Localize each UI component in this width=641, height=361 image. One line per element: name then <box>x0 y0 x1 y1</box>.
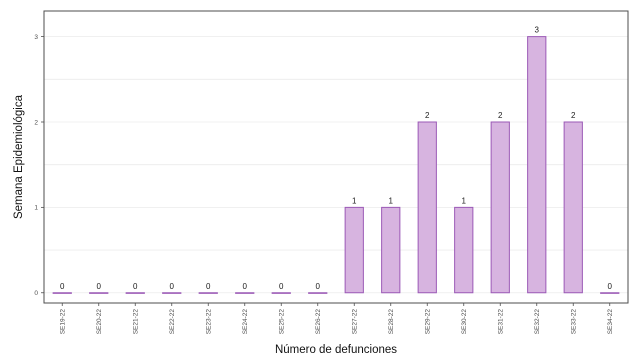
x-tick-label: SE19-22 <box>60 309 67 335</box>
data-label: 1 <box>352 196 357 205</box>
x-tick-label: SE26-22 <box>315 309 322 335</box>
y-axis-ticks: 0 1 2 3 <box>34 34 44 297</box>
y-tick-label: 1 <box>34 205 38 212</box>
x-tick-label: SE25-22 <box>279 309 286 335</box>
x-tick-label: SE20-22 <box>96 309 103 335</box>
x-axis-ticks: SE19-22 SE20-22 SE21-22 SE22-22 SE23-22 SE24-… <box>60 303 614 335</box>
data-label: 0 <box>243 282 248 291</box>
data-label: 3 <box>535 26 540 35</box>
bar-se25-22 <box>271 292 291 294</box>
bar-se24-22 <box>235 292 255 294</box>
data-label: 0 <box>170 282 175 291</box>
x-tick-label: SE23-22 <box>206 309 213 335</box>
data-label: 1 <box>462 196 467 205</box>
x-axis-title: Número de defunciones <box>275 344 397 356</box>
x-tick-label: SE21-22 <box>133 309 140 335</box>
x-tick-label: SE32-22 <box>534 309 541 335</box>
data-label: 0 <box>316 282 321 291</box>
x-tick-label: SE28-22 <box>388 309 395 335</box>
data-labels: 0 0 0 0 0 0 0 0 1 1 2 1 2 3 2 0 <box>60 26 613 291</box>
bar-se22-22 <box>162 292 182 294</box>
data-label: 0 <box>133 282 138 291</box>
x-tick-label: SE24-22 <box>242 309 249 335</box>
bar-se28-22 <box>381 206 401 294</box>
data-label: 2 <box>571 111 576 120</box>
bar-se30-22 <box>454 206 474 294</box>
y-tick-label: 0 <box>34 290 38 297</box>
bar-se21-22 <box>125 292 145 294</box>
bar-se31-22 <box>490 121 510 294</box>
data-label: 0 <box>60 282 65 291</box>
y-axis-title: Semana Epidemiológica <box>13 94 25 219</box>
bar-se26-22 <box>308 292 328 294</box>
bar-se27-22 <box>344 206 364 294</box>
x-tick-label: SE29-22 <box>425 309 432 335</box>
bar-se34-22 <box>600 292 620 294</box>
bar-se23-22 <box>198 292 218 294</box>
data-label: 0 <box>206 282 211 291</box>
bar-se20-22 <box>89 292 109 294</box>
bar-se29-22 <box>417 121 437 294</box>
bar-se32-22 <box>527 36 547 294</box>
data-label: 1 <box>389 196 394 205</box>
y-tick-label: 3 <box>34 34 38 41</box>
data-label: 0 <box>97 282 102 291</box>
y-tick-label: 2 <box>34 119 38 126</box>
x-tick-label: SE22-22 <box>169 309 176 335</box>
bars <box>52 36 620 294</box>
x-tick-label: SE30-22 <box>461 309 468 335</box>
data-label: 2 <box>425 111 430 120</box>
bar-se19-22 <box>52 292 72 294</box>
bar-se33-22 <box>563 121 583 294</box>
data-label: 2 <box>498 111 503 120</box>
plot-frame <box>43 10 629 304</box>
x-tick-label: SE33-22 <box>571 309 578 335</box>
x-tick-label: SE34-22 <box>607 309 614 335</box>
x-tick-label: SE31-22 <box>498 309 505 335</box>
data-label: 0 <box>279 282 284 291</box>
data-label: 0 <box>608 282 613 291</box>
x-tick-label: SE27-22 <box>352 309 359 335</box>
